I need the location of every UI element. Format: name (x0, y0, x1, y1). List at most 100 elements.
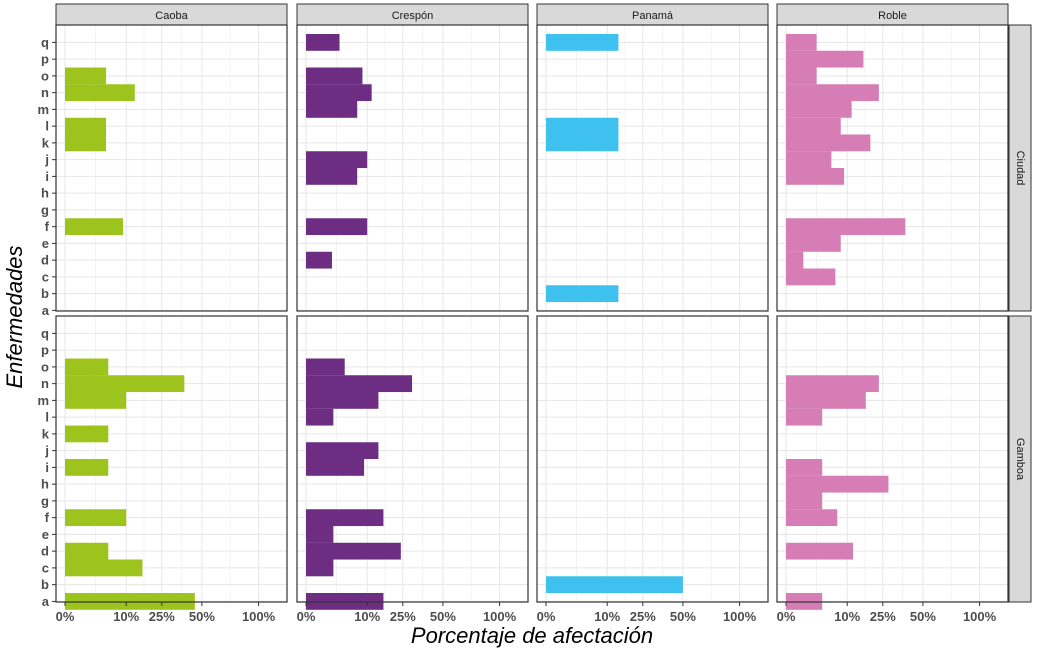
bar-gamboa-roble-d (786, 542, 854, 560)
bar-gamboa-crespón-l (306, 408, 334, 426)
bar-gamboa-crespón-d (306, 542, 401, 560)
y-tick-label: m (37, 102, 49, 117)
bar-ciudad-caoba-o (65, 67, 107, 85)
x-tick-label: 25% (630, 609, 656, 624)
x-tick-label: 50% (430, 609, 456, 624)
facet-strip-label: Crespón (392, 10, 434, 22)
y-tick-label: m (37, 393, 49, 408)
y-tick-label: o (41, 68, 49, 83)
bar-gamboa-caoba-k (65, 425, 109, 443)
bar-gamboa-crespón-f (306, 509, 384, 527)
bar-gamboa-roble-i (786, 459, 823, 476)
y-tick-label: q (41, 326, 49, 341)
x-tick-label: 100% (242, 609, 276, 624)
bar-ciudad-panamá-k (546, 134, 619, 152)
bar-ciudad-crespón-m (306, 101, 358, 118)
x-tick-label: 0% (777, 609, 796, 624)
row-strip-1 (1008, 315, 1032, 603)
bar-gamboa-roble-f (786, 509, 838, 527)
x-tick-label: 50% (189, 609, 215, 624)
bar-gamboa-caoba-n (65, 375, 185, 393)
bar-gamboa-roble-m (786, 392, 866, 409)
bar-ciudad-roble-i (786, 168, 845, 185)
bar-gamboa-caoba-d (65, 542, 109, 560)
panel-border (55, 24, 288, 312)
y-tick-label: g (41, 493, 49, 508)
y-tick-label: k (42, 135, 50, 150)
bar-gamboa-crespón-m (306, 392, 379, 409)
y-tick-label: j (44, 443, 49, 458)
y-tick-label: q (41, 35, 49, 50)
bar-gamboa-crespón-n (306, 375, 413, 393)
x-tick-label: 100% (723, 609, 757, 624)
bar-ciudad-roble-k (786, 134, 871, 152)
panel-border (55, 315, 288, 603)
row-strip-label: Gamboa (1014, 438, 1026, 481)
bar-ciudad-caoba-k (65, 134, 107, 152)
bar-ciudad-caoba-n (65, 84, 135, 102)
y-tick-label: f (45, 219, 50, 234)
bar-gamboa-caoba-c (65, 559, 143, 577)
y-tick-label: b (41, 286, 49, 301)
bar-ciudad-roble-n (786, 84, 879, 102)
y-tick-label: a (42, 303, 50, 318)
x-tick-label: 10% (594, 609, 620, 624)
x-tick-label: 25% (149, 609, 175, 624)
bar-ciudad-roble-p (786, 50, 864, 68)
y-tick-label: c (42, 560, 49, 575)
bar-gamboa-crespón-i (306, 459, 365, 476)
bar-ciudad-crespón-i (306, 168, 358, 185)
bar-gamboa-panamá-b (546, 576, 683, 594)
bar-gamboa-caoba-i (65, 459, 109, 476)
bar-gamboa-caoba-f (65, 509, 127, 527)
x-tick-label: 0% (56, 609, 75, 624)
bar-ciudad-panamá-q (546, 34, 619, 51)
bar-gamboa-crespón-e (306, 526, 334, 543)
bar-gamboa-crespón-o (306, 358, 345, 376)
x-tick-label: 100% (963, 609, 997, 624)
y-tick-label: b (41, 577, 49, 592)
y-tick-label: a (42, 594, 50, 609)
y-tick-label: d (41, 253, 49, 268)
y-tick-label: h (41, 186, 49, 201)
x-tick-label: 25% (390, 609, 416, 624)
bar-gamboa-caoba-o (65, 358, 109, 376)
bar-gamboa-roble-h (786, 475, 889, 493)
y-tick-label: i (45, 169, 49, 184)
facet-strip-label: Caoba (155, 10, 188, 22)
panel-border (536, 315, 769, 603)
y-tick-label: l (45, 410, 49, 425)
x-tick-label: 10% (113, 609, 139, 624)
y-tick-label: p (41, 52, 49, 67)
bar-ciudad-crespón-o (306, 67, 363, 85)
x-tick-label: 100% (483, 609, 517, 624)
bar-ciudad-roble-o (786, 67, 817, 85)
bar-ciudad-roble-l (786, 117, 841, 135)
bar-ciudad-panamá-b (546, 285, 619, 303)
x-tick-label: 0% (297, 609, 316, 624)
y-tick-label: e (42, 527, 49, 542)
bar-gamboa-roble-g (786, 492, 823, 510)
x-tick-label: 0% (537, 609, 556, 624)
bar-ciudad-roble-e (786, 235, 841, 252)
y-axis-title: Enfermedades (2, 245, 27, 388)
y-tick-label: e (42, 236, 49, 251)
y-tick-label: l (45, 119, 49, 134)
bar-ciudad-roble-m (786, 101, 852, 118)
bar-ciudad-panamá-l (546, 117, 619, 135)
x-tick-label: 10% (354, 609, 380, 624)
panel-border (296, 24, 529, 312)
bar-ciudad-caoba-f (65, 218, 124, 236)
row-strip-0 (1008, 24, 1032, 312)
y-tick-label: k (42, 426, 50, 441)
panel-border (776, 315, 1009, 603)
bar-gamboa-caoba-m (65, 392, 127, 409)
bar-ciudad-crespón-j (306, 151, 368, 169)
x-tick-label: 50% (910, 609, 936, 624)
facet-strip-label: Panamá (632, 10, 674, 22)
bar-ciudad-crespón-n (306, 84, 372, 102)
panel-border (296, 315, 529, 603)
bar-gamboa-roble-l (786, 408, 823, 426)
x-tick-label: 50% (670, 609, 696, 624)
